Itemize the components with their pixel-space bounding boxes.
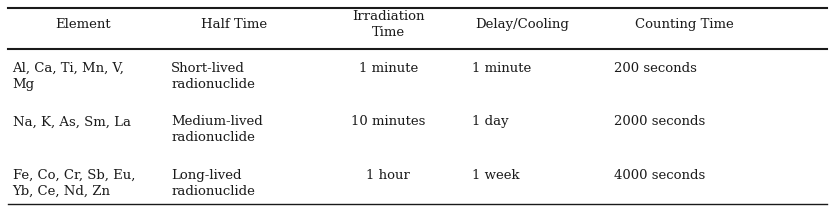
Text: Half Time: Half Time (200, 18, 267, 31)
Text: Counting Time: Counting Time (635, 18, 734, 31)
Text: 1 week: 1 week (472, 169, 519, 182)
Text: 10 minutes: 10 minutes (351, 115, 426, 128)
Text: 200 seconds: 200 seconds (614, 62, 696, 75)
Text: Delay/Cooling: Delay/Cooling (475, 18, 569, 31)
Text: Na, K, As, Sm, La: Na, K, As, Sm, La (13, 115, 130, 128)
Text: 1 minute: 1 minute (472, 62, 531, 75)
Text: 4000 seconds: 4000 seconds (614, 169, 705, 182)
Text: Fe, Co, Cr, Sb, Eu,
Yb, Ce, Nd, Zn: Fe, Co, Cr, Sb, Eu, Yb, Ce, Nd, Zn (13, 169, 135, 198)
Text: 1 day: 1 day (472, 115, 509, 128)
Text: 1 hour: 1 hour (367, 169, 410, 182)
Text: Al, Ca, Ti, Mn, V,
Mg: Al, Ca, Ti, Mn, V, Mg (13, 62, 124, 91)
Text: Short-lived
radionuclide: Short-lived radionuclide (171, 62, 255, 91)
Text: Element: Element (56, 18, 111, 31)
Text: Medium-lived
radionuclide: Medium-lived radionuclide (171, 115, 263, 144)
Text: Long-lived
radionuclide: Long-lived radionuclide (171, 169, 255, 198)
Text: 2000 seconds: 2000 seconds (614, 115, 705, 128)
Text: 1 minute: 1 minute (359, 62, 418, 75)
Text: Irradiation
Time: Irradiation Time (352, 10, 424, 39)
